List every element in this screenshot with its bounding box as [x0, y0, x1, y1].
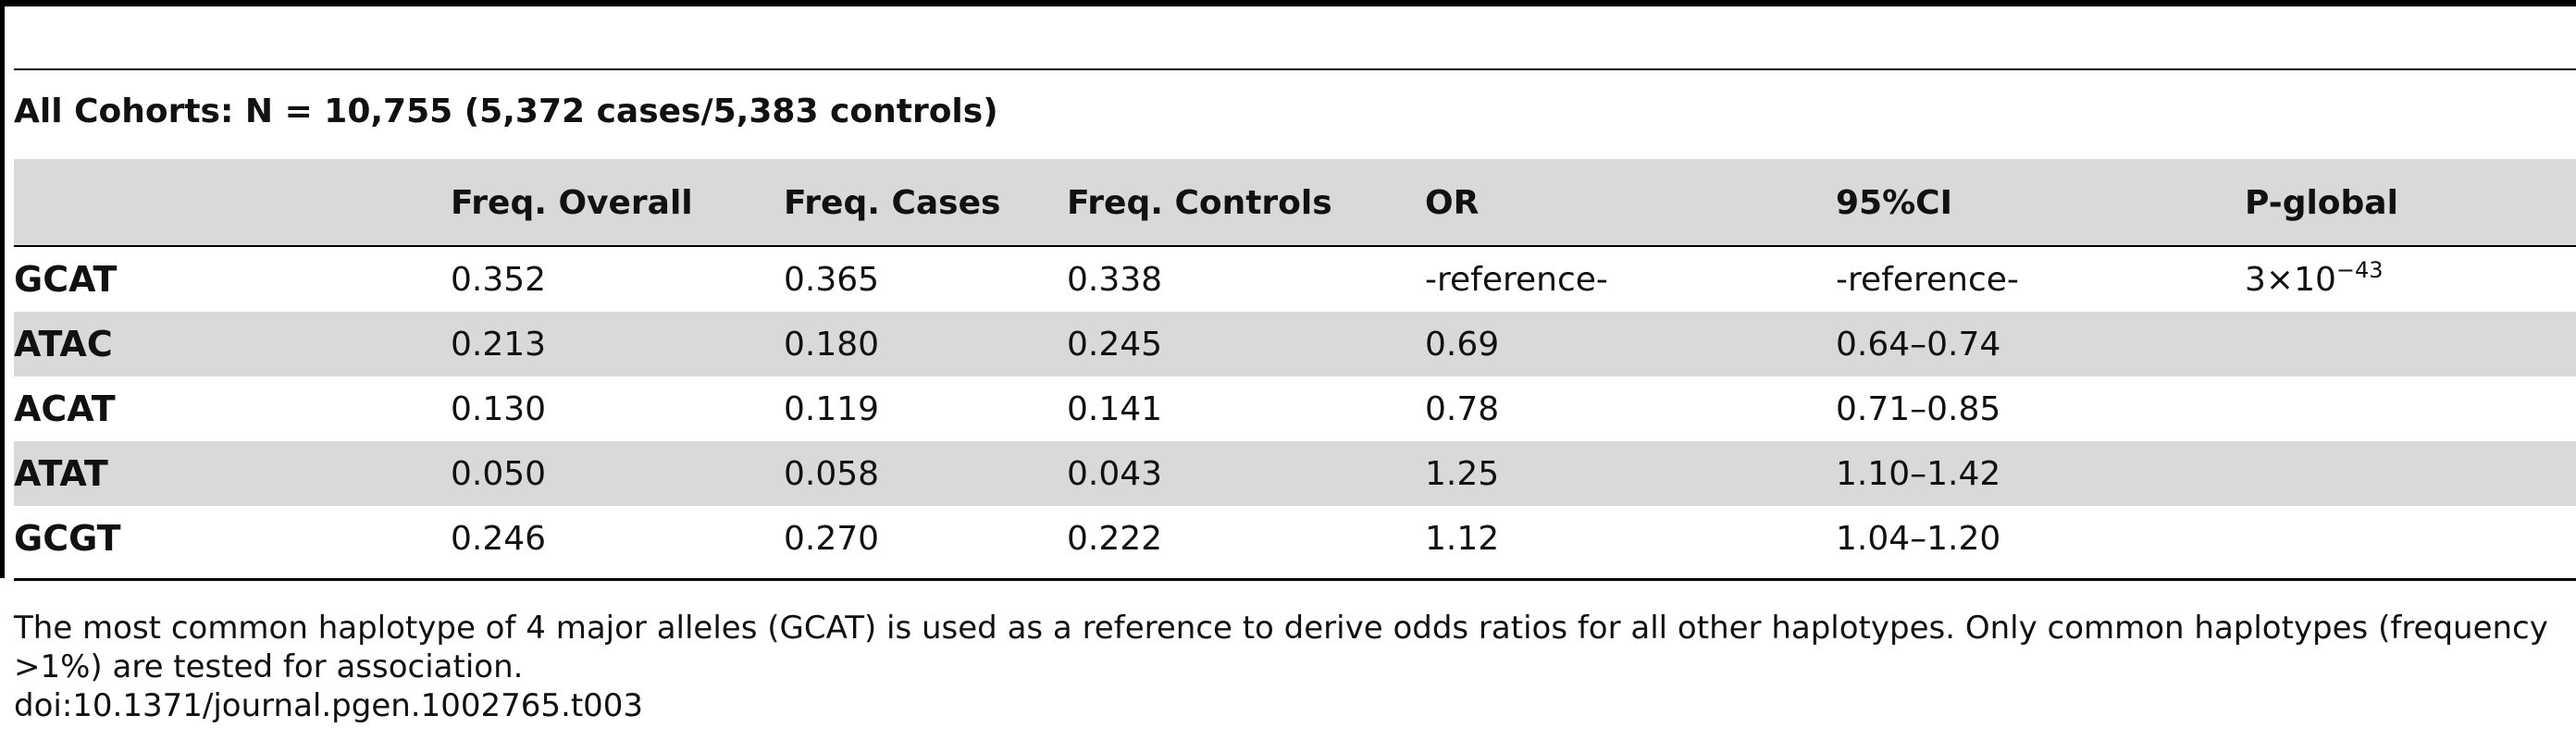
haplotype-table: Freq. Overall Freq. Cases Freq. Controls… — [14, 159, 2576, 571]
table-cell: 0.69 — [1425, 325, 1500, 364]
table-cell: -reference- — [1425, 260, 1608, 299]
table-cell — [2245, 506, 2576, 571]
table-cell: 0.119 — [784, 389, 880, 428]
table-cell: 1.25 — [1425, 454, 1500, 493]
haplotype-cell: ATAT — [14, 453, 108, 494]
haplotype-cell: ACAT — [14, 388, 116, 429]
table-cell: 1.10–1.42 — [1836, 454, 2001, 493]
column-header: 95%CI — [1836, 184, 1952, 222]
column-header — [14, 159, 451, 247]
p-global-cell: 3×10−43 — [2245, 247, 2576, 312]
haplotype-cell: ATAC — [14, 324, 113, 364]
footnote-text: The most common haplotype of 4 major all… — [14, 610, 2548, 685]
table-cell: 0.222 — [1067, 519, 1163, 558]
table-cell: 0.71–0.85 — [1836, 389, 2001, 428]
header-bottom-rule — [14, 245, 2576, 247]
table-cell: 0.058 — [784, 454, 880, 493]
table-cell: 0.213 — [451, 325, 547, 364]
table-cell: 0.043 — [1067, 454, 1163, 493]
table-cell — [2245, 376, 2576, 441]
cohort-title: All Cohorts: N = 10,755 (5,372 cases/5,3… — [14, 92, 998, 130]
column-header: Freq. Cases — [784, 184, 1001, 222]
table-cell: 1.04–1.20 — [1836, 519, 2001, 558]
haplotype-cell: GCGT — [14, 518, 121, 559]
column-header: Freq. Overall — [451, 184, 693, 222]
table-row: ATAT 0.050 0.058 0.043 1.25 1.10–1.42 — [14, 441, 2576, 506]
table-cell: 0.246 — [451, 519, 547, 558]
table-cell: 0.64–0.74 — [1836, 325, 2001, 364]
table-cell: 0.270 — [784, 519, 880, 558]
table-cell — [2245, 312, 2576, 376]
table-cell: 0.141 — [1067, 389, 1163, 428]
doi-link[interactable]: doi:10.1371/journal.pgen.1002765.t003 — [14, 687, 644, 724]
top-border-rule — [0, 0, 2576, 6]
table-cell: 0.245 — [1067, 325, 1163, 364]
table-cell: 0.050 — [451, 454, 547, 493]
p-global-base: 3×10 — [2245, 260, 2336, 299]
table-cell: 0.130 — [451, 389, 547, 428]
table-cell: -reference- — [1836, 260, 2019, 299]
table-row: GCGT 0.246 0.270 0.222 1.12 1.04–1.20 — [14, 506, 2576, 571]
table-row: ATAC 0.213 0.180 0.245 0.69 0.64–0.74 — [14, 312, 2576, 376]
table-cell: 0.180 — [784, 325, 880, 364]
haplotype-cell: GCAT — [14, 259, 118, 300]
table-cell: 0.338 — [1067, 260, 1163, 299]
left-border-rule — [0, 0, 5, 578]
table-footnote: The most common haplotype of 4 major all… — [14, 609, 2568, 725]
table-cell: 0.365 — [784, 260, 880, 299]
table-row: GCAT 0.352 0.365 0.338 -reference- -refe… — [14, 247, 2576, 312]
table-row: ACAT 0.130 0.119 0.141 0.78 0.71–0.85 — [14, 376, 2576, 441]
column-header: P-global — [2245, 184, 2398, 222]
table-cell: 0.352 — [451, 260, 547, 299]
p-global-exponent: −43 — [2335, 256, 2384, 283]
table-cell: 1.12 — [1425, 519, 1500, 558]
table-header-row: Freq. Overall Freq. Cases Freq. Controls… — [14, 159, 2576, 247]
header-divider-rule — [14, 68, 2576, 70]
table-bottom-rule — [14, 578, 2576, 581]
table-cell: 0.78 — [1425, 389, 1500, 428]
table-cell — [2245, 441, 2576, 506]
column-header: OR — [1425, 184, 1480, 222]
column-header: Freq. Controls — [1067, 184, 1332, 222]
